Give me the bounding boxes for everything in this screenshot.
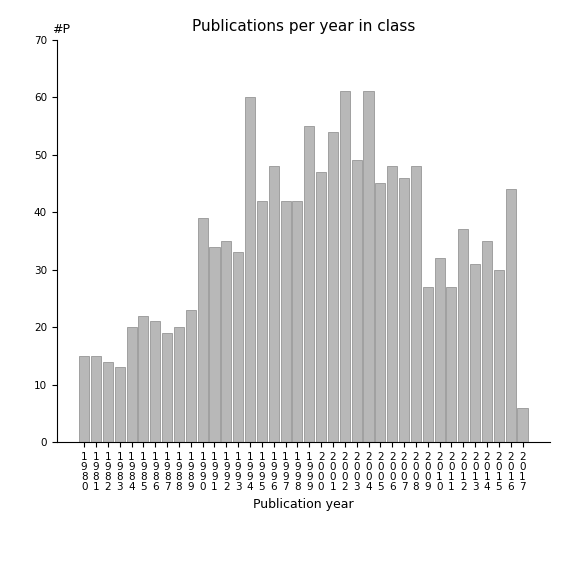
Bar <box>186 310 196 442</box>
X-axis label: Publication year: Publication year <box>253 497 354 510</box>
Bar <box>411 166 421 442</box>
Bar <box>138 316 149 442</box>
Text: #P: #P <box>52 23 70 36</box>
Bar <box>352 160 362 442</box>
Bar <box>316 172 326 442</box>
Bar <box>304 126 314 442</box>
Bar <box>363 91 374 442</box>
Bar <box>423 287 433 442</box>
Bar <box>162 333 172 442</box>
Bar <box>233 252 243 442</box>
Bar <box>293 201 302 442</box>
Bar <box>174 327 184 442</box>
Bar <box>518 408 527 442</box>
Bar <box>387 166 397 442</box>
Bar <box>91 356 101 442</box>
Bar <box>506 189 516 442</box>
Bar <box>198 218 208 442</box>
Bar <box>150 321 160 442</box>
Bar <box>79 356 89 442</box>
Bar <box>126 327 137 442</box>
Bar <box>245 97 255 442</box>
Bar <box>446 287 456 442</box>
Bar <box>482 241 492 442</box>
Bar <box>328 132 338 442</box>
Bar <box>221 241 231 442</box>
Bar <box>269 166 279 442</box>
Bar <box>494 270 504 442</box>
Bar <box>257 201 267 442</box>
Bar <box>340 91 350 442</box>
Bar <box>115 367 125 442</box>
Bar <box>103 362 113 442</box>
Bar <box>470 264 480 442</box>
Bar <box>458 230 468 442</box>
Title: Publications per year in class: Publications per year in class <box>192 19 415 35</box>
Bar <box>375 184 386 442</box>
Bar <box>434 258 445 442</box>
Bar <box>209 247 219 442</box>
Bar <box>281 201 291 442</box>
Bar <box>399 177 409 442</box>
